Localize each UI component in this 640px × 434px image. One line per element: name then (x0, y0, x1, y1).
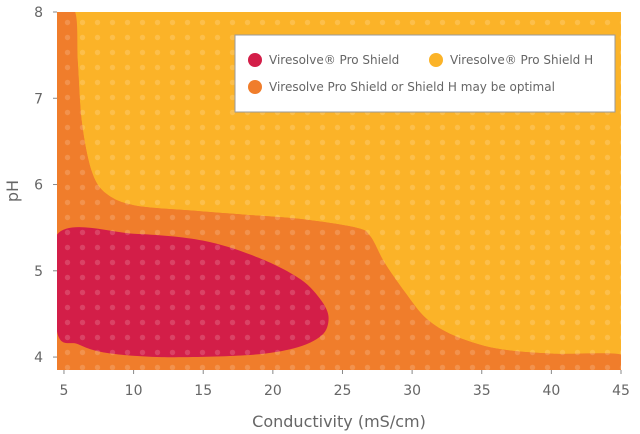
legend-label-viresolve-pro-shield-h: Viresolve® Pro Shield H (450, 53, 593, 67)
legend: Viresolve® Pro Shield Viresolve® Pro Shie… (234, 34, 616, 113)
x-tick-label: 10 (125, 383, 143, 399)
x-tick-label: 5 (60, 383, 69, 399)
x-tick-label: 45 (612, 383, 630, 399)
y-tick-label: 7 (34, 91, 43, 107)
x-tick-label: 30 (403, 383, 421, 399)
x-tick-label: 25 (334, 383, 352, 399)
y-axis-title: pH (3, 180, 22, 202)
y-axis: 4 5 6 7 8 (34, 5, 57, 366)
legend-label-viresolve-pro-shield: Viresolve® Pro Shield (269, 53, 399, 67)
x-tick-label: 35 (473, 383, 491, 399)
legend-swatch-viresolve-pro-shield (248, 53, 262, 67)
legend-swatch-viresolve-pro-shield-h (429, 53, 443, 67)
y-tick-label: 8 (34, 5, 43, 21)
legend-swatch-viresolve-pro-shield-or-shield-h-may-be-optimal (248, 80, 262, 94)
y-tick-label: 6 (34, 178, 43, 194)
x-axis: 5 10 15 20 25 30 35 40 45 (60, 370, 630, 399)
legend-box (234, 34, 616, 113)
x-tick-label: 15 (194, 383, 212, 399)
y-tick-label: 4 (34, 350, 43, 366)
x-tick-label: 20 (264, 383, 282, 399)
y-tick-label: 5 (34, 264, 43, 280)
x-tick-label: 40 (542, 383, 560, 399)
legend-label-viresolve-pro-shield-or-shield-h-may-be-optimal: Viresolve Pro Shield or Shield H may be … (269, 80, 555, 94)
x-axis-title: Conductivity (mS/cm) (252, 412, 426, 431)
